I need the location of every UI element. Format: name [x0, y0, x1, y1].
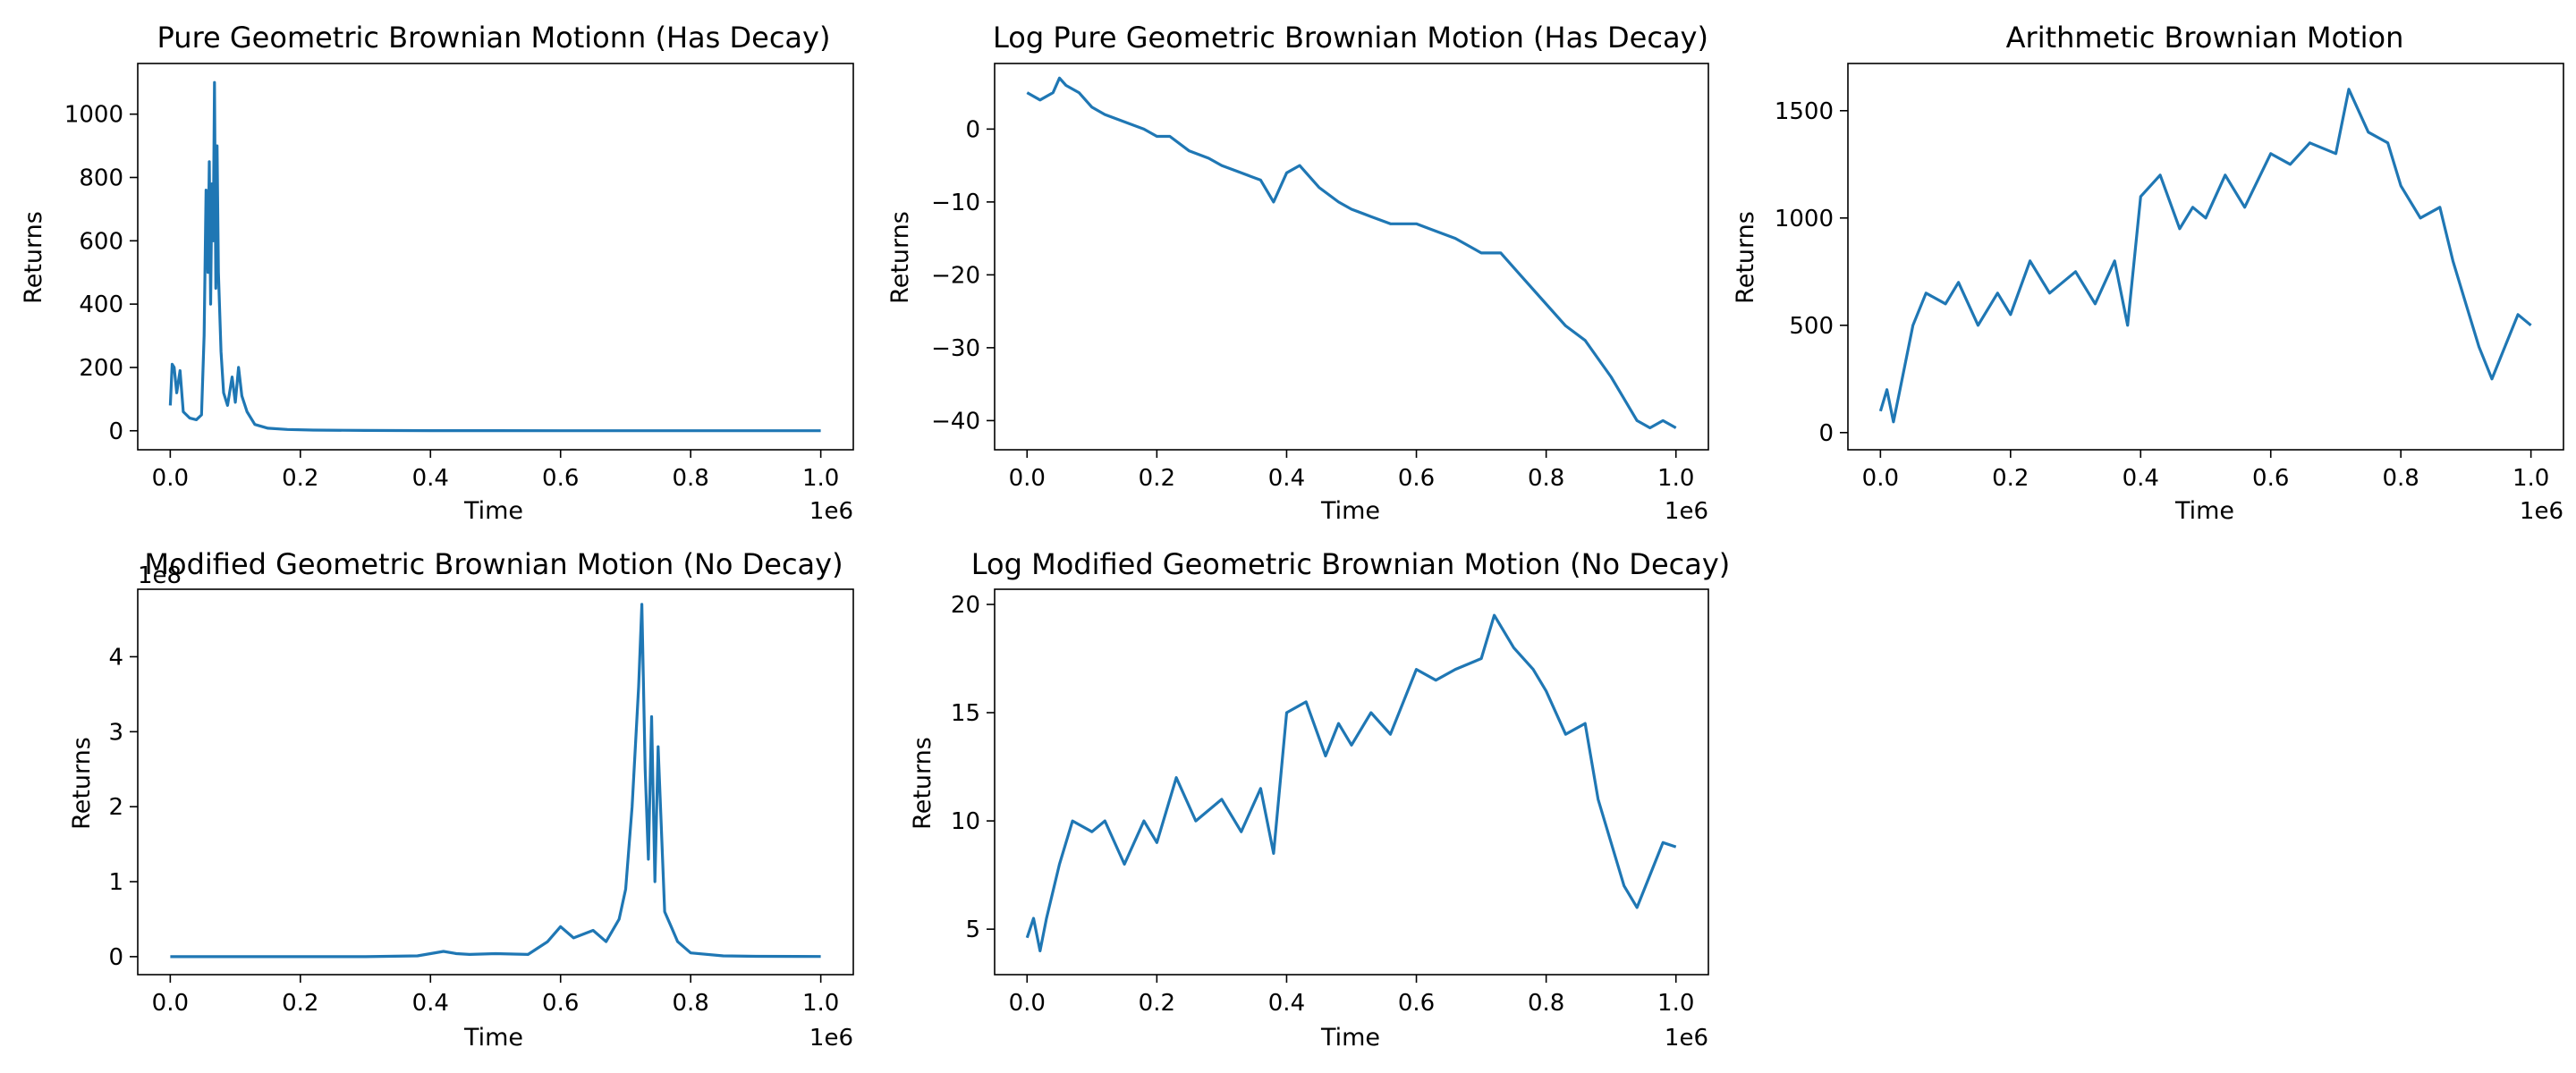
axes-frame: [994, 63, 1709, 451]
x-tick-label: 1.0: [1657, 465, 1694, 492]
x-tick-label: 0.6: [1398, 465, 1435, 492]
x-tick-label: 0.2: [282, 990, 318, 1017]
y-tick-label: 400: [79, 291, 123, 318]
x-tick-label: 0.0: [152, 465, 189, 492]
y-tick-label: 600: [79, 228, 123, 255]
x-tick-label: 1.0: [802, 465, 839, 492]
subplot-title: Arithmetic Brownian Motion: [2006, 21, 2404, 55]
x-tick-label: 0.6: [2252, 465, 2289, 492]
y-tick-label: 0: [108, 944, 123, 971]
x-tick-label: 0.2: [1139, 465, 1175, 492]
subplot-log-pure-gbm: Log Pure Geometric Brownian Motion (Has …: [886, 21, 1709, 525]
y-offset-label: 1e8: [138, 562, 182, 589]
subplot-pure-gbm: Pure Geometric Brownian Motionn (Has Dec…: [20, 21, 854, 525]
y-tick-label: 4: [108, 644, 123, 671]
y-tick-label: −20: [931, 262, 980, 289]
subplot-title: Modified Geometric Brownian Motion (No D…: [144, 547, 843, 581]
x-tick-label: 0.4: [2123, 465, 2159, 492]
x-axis-label: Time: [463, 497, 523, 525]
y-tick-label: −10: [931, 190, 980, 216]
subplot-log-modified-gbm: Log Modified Geometric Brownian Motion (…: [909, 547, 1730, 1052]
y-axis-label: Returns: [20, 211, 47, 304]
axes-frame: [137, 588, 854, 976]
x-offset-label: 1e6: [809, 1025, 853, 1052]
x-tick-label: 0.8: [1528, 465, 1564, 492]
x-tick-label: 0.0: [1862, 465, 1899, 492]
x-tick-label: 0.4: [1268, 465, 1305, 492]
y-tick-label: 3: [108, 719, 123, 746]
subplot-title: Pure Geometric Brownian Motionn (Has Dec…: [157, 21, 831, 55]
axes-frame: [137, 63, 854, 451]
y-tick-label: 2: [108, 794, 123, 821]
x-tick-label: 1.0: [2512, 465, 2549, 492]
subplot-modified-gbm: Modified Geometric Brownian Motion (No D…: [68, 547, 854, 1052]
y-tick-label: −30: [931, 335, 980, 362]
x-tick-label: 0.4: [412, 465, 449, 492]
x-tick-label: 1.0: [1657, 990, 1694, 1017]
x-tick-label: 0.8: [2383, 465, 2419, 492]
y-tick-label: 0: [1818, 420, 1834, 447]
series-line-0: [1025, 613, 1677, 952]
x-offset-label: 1e6: [1665, 498, 1708, 525]
axes-frame: [994, 588, 1709, 976]
x-tick-label: 0.2: [1139, 990, 1175, 1017]
y-tick-label: 800: [79, 165, 123, 191]
y-tick-label: 0: [965, 116, 980, 143]
x-offset-label: 1e6: [809, 498, 853, 525]
x-tick-label: 0.2: [282, 465, 318, 492]
x-axis-label: Time: [2174, 497, 2234, 525]
y-tick-label: 1500: [1775, 98, 1834, 125]
y-tick-label: 1000: [1775, 206, 1834, 232]
series-line-0: [168, 80, 821, 433]
series-line-0: [170, 603, 821, 959]
axes-frame: [1847, 63, 2564, 451]
x-tick-label: 0.0: [1009, 465, 1046, 492]
series-line-0: [1878, 88, 2532, 424]
x-tick-label: 0.6: [542, 990, 579, 1017]
y-tick-label: −40: [931, 408, 980, 435]
x-tick-label: 0.2: [1992, 465, 2029, 492]
y-axis-label: Returns: [68, 737, 96, 830]
y-tick-label: 10: [951, 808, 980, 835]
x-tick-label: 0.6: [542, 465, 579, 492]
x-tick-label: 0.8: [1528, 990, 1564, 1017]
y-tick-label: 5: [965, 917, 980, 943]
x-tick-label: 0.4: [1268, 990, 1305, 1017]
x-offset-label: 1e6: [2520, 498, 2563, 525]
y-axis-label: Returns: [1732, 211, 1759, 304]
x-tick-label: 0.6: [1398, 990, 1435, 1017]
y-tick-label: 1: [108, 869, 123, 896]
x-tick-label: 1.0: [802, 990, 839, 1017]
y-axis-label: Returns: [909, 737, 936, 830]
x-offset-label: 1e6: [1665, 1025, 1708, 1052]
subplot-arithmetic-bm: Arithmetic Brownian Motion Time Returns …: [1732, 21, 2564, 525]
x-tick-label: 0.0: [152, 990, 189, 1017]
x-axis-label: Time: [1320, 1024, 1380, 1052]
y-tick-label: 0: [108, 418, 123, 445]
y-axis-label: Returns: [886, 211, 914, 304]
x-axis-label: Time: [1320, 497, 1380, 525]
y-tick-label: 500: [1789, 313, 1834, 340]
subplot-title: Log Modified Geometric Brownian Motion (…: [971, 547, 1731, 581]
y-tick-label: 15: [951, 700, 980, 727]
x-tick-label: 0.4: [412, 990, 449, 1017]
x-tick-label: 0.8: [673, 990, 709, 1017]
y-tick-label: 20: [951, 592, 980, 619]
subplot-title: Log Pure Geometric Brownian Motion (Has …: [993, 21, 1708, 55]
series-line-0: [1026, 76, 1677, 430]
x-tick-label: 0.0: [1009, 990, 1046, 1017]
y-tick-label: 200: [79, 355, 123, 382]
x-axis-label: Time: [463, 1024, 523, 1052]
y-tick-label: 1000: [64, 102, 123, 129]
x-tick-label: 0.8: [673, 465, 709, 492]
